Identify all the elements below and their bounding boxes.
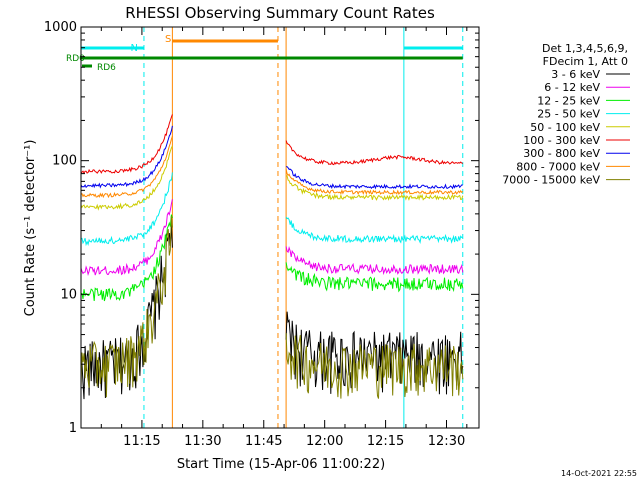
axes: 11:15 11:30 11:45 12:00 12:15 12:30 1 10 100 1000 <box>44 20 479 449</box>
series-line-2-segment-2 <box>285 245 464 276</box>
y-tick-label-100: 100 <box>52 154 77 169</box>
series-line-6-segment-2 <box>285 140 464 166</box>
series-line-9-segment-2 <box>285 333 464 399</box>
series-12-25keV-group <box>80 214 464 302</box>
x-tick-label-1215: 12:15 <box>367 434 404 449</box>
series-line-4-segment-1 <box>81 172 173 247</box>
legend: Det 1,3,4,5,6,9,FDecim 1, Att 03 - 6 keV… <box>502 42 630 187</box>
series-300-800keV-group <box>80 125 463 190</box>
series-line-5-segment-1 <box>80 145 173 211</box>
series-line-7-segment-1 <box>80 125 173 189</box>
series-50-100keV-group <box>80 145 464 211</box>
plot-area: S N RD0 RD6 <box>66 27 464 428</box>
legend-label-1: 3 - 6 keV <box>551 68 600 81</box>
x-tick-label-1130: 11:30 <box>184 434 221 449</box>
rd0-label: RD0 <box>66 54 85 64</box>
series-line-7-segment-2 <box>286 166 463 190</box>
y-tick-label-1000: 1000 <box>44 20 77 35</box>
legend-label-4: 25 - 50 keV <box>537 108 600 121</box>
chart-title: RHESSI Observing Summary Count Rates <box>125 4 435 22</box>
series-line-9-segment-1 <box>80 216 173 398</box>
x-tick-label-1200: 12:00 <box>306 434 343 449</box>
legend-label-6: 100 - 300 keV <box>523 134 600 147</box>
series-line-6-segment-1 <box>80 114 173 174</box>
series-line-2-segment-1 <box>80 199 173 277</box>
legend-header-1: Det 1,3,4,5,6,9, <box>542 42 628 55</box>
series-25-50keV-group <box>81 172 463 247</box>
y-tick-label-1: 1 <box>69 421 77 436</box>
n-label: N <box>130 43 137 54</box>
y-tick-label-10: 10 <box>60 287 77 302</box>
series-line-1-segment-2 <box>285 311 464 395</box>
legend-label-2: 6 - 12 keV <box>544 81 600 94</box>
legend-label-7: 300 - 800 keV <box>523 147 600 160</box>
legend-header-2: FDecim 1, Att 0 <box>543 55 628 68</box>
date-stamp: 14-Oct-2021 22:55 <box>561 469 637 478</box>
x-tick-label-1145: 11:45 <box>245 434 282 449</box>
series-line-8-segment-2 <box>285 169 464 196</box>
series-line-5-segment-2 <box>285 175 464 201</box>
x-tick-label-1230: 12:30 <box>428 434 465 449</box>
x-tick-label-1115: 11:15 <box>123 434 160 449</box>
series-line-3-segment-2 <box>285 262 464 293</box>
plot-frame <box>80 26 480 429</box>
series-line-8-segment-1 <box>80 135 173 199</box>
rd6-label: RD6 <box>97 63 116 73</box>
series-6-12keV-group <box>80 199 464 277</box>
series-100-300keV-group <box>80 114 464 174</box>
y-axis-label: Count Rate (s⁻¹ detector⁻¹) <box>23 140 38 317</box>
legend-label-8: 800 - 7000 keV <box>516 160 600 173</box>
legend-label-5: 50 - 100 keV <box>530 121 600 134</box>
s-label: S <box>165 34 171 45</box>
legend-label-9: 7000 - 15000 keV <box>502 174 600 187</box>
series-line-4-segment-2 <box>285 216 463 245</box>
x-axis-label: Start Time (15-Apr-06 11:00:22) <box>177 457 385 472</box>
series-line-3-segment-1 <box>80 214 173 302</box>
series-800-7000keV-group <box>80 135 464 199</box>
series-7000-15000keV-group <box>80 216 464 399</box>
legend-label-3: 12 - 25 keV <box>537 94 600 107</box>
